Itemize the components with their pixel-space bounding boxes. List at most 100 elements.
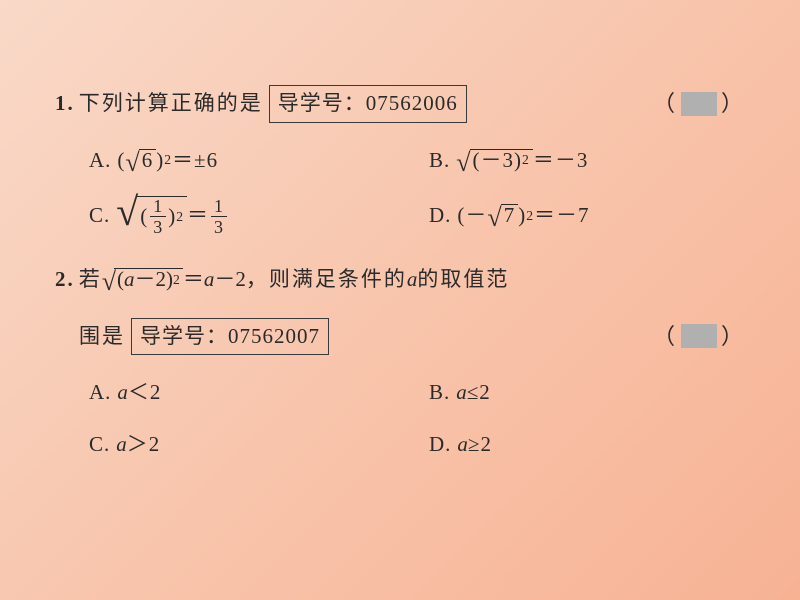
option-row: C. √ ( 1 3 )2 ＝ 1 (89, 196, 745, 236)
paren-right: ） (721, 320, 745, 353)
option-label: A. (89, 377, 111, 409)
paren-r: ) (156, 145, 164, 177)
text: (－ (473, 150, 503, 171)
equals: ＝ (183, 264, 204, 296)
q1-stem: 1. 下列计算正确的是 导学号：07562006 （ ） (55, 85, 745, 123)
val: 2 (149, 429, 161, 461)
option-label: C. (89, 429, 110, 461)
text: 若 (79, 264, 102, 296)
val: 2 (480, 429, 492, 461)
q2-answer-paren: （ ） (653, 320, 745, 353)
val: 2 (150, 377, 162, 409)
q2-option-c: C. a＞2 (89, 429, 429, 461)
val: 2 (235, 264, 246, 296)
q2-guide-box: 导学号：07562007 (131, 318, 329, 356)
q1-box-num: 07562006 (366, 91, 458, 115)
op: ＞ (127, 429, 149, 461)
numerator: 1 (211, 197, 227, 216)
op: － (135, 269, 156, 290)
text: ) (514, 150, 522, 171)
radicand: 6 (139, 149, 157, 171)
var: a (204, 264, 215, 296)
q1-number: 1. (55, 88, 75, 120)
option-label: A. (89, 145, 111, 177)
option-label: B. (429, 145, 450, 177)
sqrt-icon: √ ( 1 3 )2 (116, 196, 187, 236)
denominator: 3 (150, 216, 166, 236)
var: a (456, 377, 467, 409)
equals: ＝－ (533, 145, 577, 177)
comma: ， (246, 264, 269, 296)
numerator: 1 (150, 197, 166, 216)
paren-l: ( (140, 206, 148, 227)
denominator: 3 (211, 216, 227, 236)
q2-box-label: 导学号： (140, 324, 228, 348)
question-1: 1. 下列计算正确的是 导学号：07562006 （ ） A. ( √ 6 (55, 85, 745, 236)
var: a (116, 429, 127, 461)
paren-r: ) (166, 269, 173, 290)
paren-l: (－ (457, 200, 487, 232)
op: ＜ (128, 377, 150, 409)
val: 2 (479, 377, 491, 409)
option-label: B. (429, 377, 450, 409)
q2-option-a: A. a＜2 (89, 377, 429, 409)
val: 2 (156, 269, 167, 290)
equals: ＝± (172, 145, 207, 177)
q1-box-label: 导学号： (278, 91, 366, 115)
var: a (117, 377, 128, 409)
val: 3 (503, 150, 515, 171)
paren-r: ) (168, 206, 176, 227)
paren-left: （ (653, 320, 677, 353)
q1-guide-box: 导学号：07562006 (269, 85, 467, 123)
option-label: D. (429, 200, 451, 232)
sqrt-icon: √ 6 (125, 149, 156, 172)
q1-option-b: B. √ (－3)2 ＝－ 3 (429, 145, 588, 177)
exponent: 2 (522, 153, 530, 167)
text: 则满足条件的 (269, 264, 407, 296)
radicand: (－3)2 (470, 149, 533, 171)
op: ≤ (467, 377, 480, 409)
exponent: 2 (526, 206, 534, 226)
sqrt-icon: √ 7 (487, 204, 518, 227)
q2-stem-line2: 围是 导学号：07562007 （ ） (55, 318, 745, 356)
q1-option-d: D. (－ √ 7 )2 ＝－ 7 (429, 196, 590, 236)
q1-options: A. ( √ 6 )2 ＝± 6 B. √ (－3)2 (55, 145, 745, 237)
var: a (124, 269, 135, 290)
op: ≥ (468, 429, 481, 461)
paren-l: ( (117, 145, 125, 177)
exponent: 2 (176, 210, 184, 224)
paren-left: （ (653, 87, 677, 120)
sqrt-icon: √ (－3)2 (456, 149, 533, 172)
radicand: 7 (501, 204, 519, 226)
q2-answer-blank[interactable] (681, 324, 717, 348)
text: 的取值范 (417, 264, 509, 296)
exponent: 2 (173, 273, 180, 287)
option-row: A. ( √ 6 )2 ＝± 6 B. √ (－3)2 (89, 145, 745, 177)
result: 7 (578, 200, 590, 232)
q1-answer-blank[interactable] (681, 92, 717, 116)
exponent: 2 (164, 150, 172, 170)
q1-option-c: C. √ ( 1 3 )2 ＝ 1 (89, 196, 429, 236)
question-2: 2. 若 √ (a－2)2 ＝ a－2， 则满足条件的 a 的取值范 围是 导学… (55, 264, 745, 460)
option-label: C. (89, 200, 110, 232)
slide-content: 1. 下列计算正确的是 导学号：07562006 （ ） A. ( √ 6 (0, 0, 800, 460)
sqrt-icon: √ (a－2)2 (102, 268, 183, 291)
var: a (457, 429, 468, 461)
paren-r: ) (518, 200, 526, 232)
q2-option-d: D. a≥2 (429, 429, 492, 461)
fraction: 1 3 (150, 197, 166, 236)
fraction: 1 3 (211, 197, 227, 236)
q1-option-a: A. ( √ 6 )2 ＝± 6 (89, 145, 429, 177)
q2-stem-line1: 2. 若 √ (a－2)2 ＝ a－2， 则满足条件的 a 的取值范 (55, 264, 745, 296)
text: 围是 (79, 321, 125, 353)
q2-number: 2. (55, 264, 75, 296)
equals: ＝ (187, 200, 209, 232)
result: 3 (577, 145, 589, 177)
radicand: ( 1 3 )2 (137, 196, 187, 236)
paren-l: ( (117, 269, 124, 290)
paren-right: ） (721, 87, 745, 120)
equals: ＝－ (534, 200, 578, 232)
q2-box-num: 07562007 (228, 324, 320, 348)
option-label: D. (429, 429, 451, 461)
option-row: C. a＞2 D. a≥2 (89, 429, 745, 461)
